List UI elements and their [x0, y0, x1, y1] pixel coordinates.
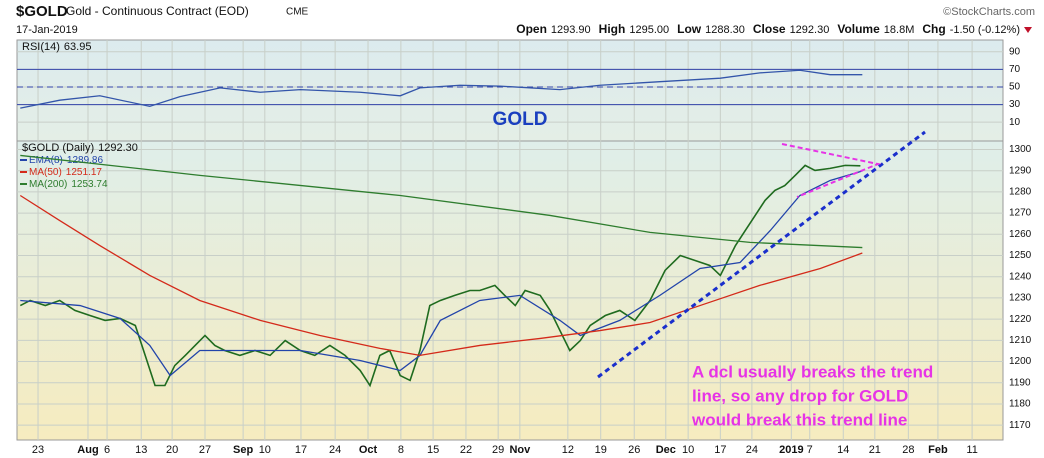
stat-value: 1288.30 [705, 24, 745, 36]
stat-label: High [599, 22, 626, 36]
y-tick-label: 1210 [1009, 335, 1032, 346]
y-tick-label: 10 [1009, 117, 1021, 128]
symbol: $GOLD [16, 3, 68, 20]
legend-entry: $GOLD (Daily) 1292.30 [22, 142, 138, 154]
x-tick-label: 8 [398, 444, 404, 456]
x-tick-label: 11 [966, 444, 977, 456]
y-tick-label: 70 [1009, 64, 1021, 75]
stat-value: 1293.90 [551, 24, 591, 36]
legend-name: MA(50) [29, 167, 62, 178]
x-tick-label: Nov [509, 444, 531, 456]
instrument-name: Gold - Continuous Contract (EOD) [66, 4, 249, 18]
annotation: would break this trend line [691, 410, 907, 429]
y-tick-label: 1220 [1009, 314, 1032, 325]
down-arrow [1024, 27, 1032, 33]
x-tick-label: 27 [199, 444, 211, 456]
x-tick-label: 17 [714, 444, 726, 456]
y-tick-label: 1190 [1009, 377, 1031, 388]
x-tick-label: 6 [104, 444, 110, 456]
y-tick-label: 1180 [1009, 399, 1031, 410]
legend-entry: MA(50) 1251.17 [29, 167, 102, 178]
annotation: GOLD [493, 109, 548, 130]
stat-value: 1292.30 [790, 24, 830, 36]
triangle-pattern [781, 143, 882, 198]
stat-label: Open [516, 22, 547, 36]
stat-value: -1.50 (-0.12%) [950, 24, 1020, 36]
series-line [19, 164, 861, 388]
annotation: A dcl usually breaks the trend [692, 362, 933, 381]
plot: 10 30 50 70 90 RSI(14) 63.95 GOLD 1170 1180 1190 12… [17, 40, 1032, 456]
annotation: line, so any drop for GOLD [692, 386, 908, 405]
x-tick-label: 15 [427, 444, 439, 456]
y-tick-label: 1300 [1009, 144, 1032, 155]
x-tick-label: 7 [807, 444, 813, 456]
x-tick-label: 10 [259, 444, 271, 456]
y-tick-label: 1200 [1009, 356, 1032, 367]
y-tick-label: 1260 [1009, 229, 1032, 240]
stat-value: 18.8M [884, 24, 915, 36]
y-tick-label: 30 [1009, 99, 1021, 110]
y-tick-label: 1270 [1009, 208, 1032, 219]
legend-value: 1251.17 [66, 167, 103, 178]
stat-label: Volume [837, 22, 880, 36]
x-tick-label: 24 [746, 444, 758, 456]
legend-value: 1292.30 [98, 142, 138, 154]
rsi-panel [16, 39, 1004, 142]
x-tick-label: 26 [628, 444, 640, 456]
x-tick-label: 22 [460, 444, 472, 456]
x-tick-label: 10 [682, 444, 694, 456]
y-tick-label: 50 [1009, 82, 1021, 93]
stats: Open 1293.90 High 1295.00 Low 1288.30 Close 129… [516, 22, 1020, 36]
price-panel [16, 140, 1004, 441]
y-tick-label: 90 [1009, 46, 1021, 57]
legend-name: RSI(14) [22, 41, 60, 53]
x-tick-label: 2019 [779, 444, 803, 456]
x-tick-label: 24 [329, 444, 341, 456]
series-line [20, 69, 863, 109]
series-line [19, 194, 863, 357]
x-tick-label: 12 [562, 444, 574, 456]
exchange: CME [286, 7, 309, 18]
y-tick-label: 1170 [1009, 420, 1031, 431]
stat-value: 1295.00 [629, 24, 669, 36]
series-line [20, 170, 863, 377]
legend-name: MA(200) [29, 179, 67, 190]
x-tick-label: 28 [902, 444, 914, 456]
x-tick-label: Sep [233, 444, 253, 456]
source: ©StockCharts.com [943, 6, 1035, 18]
x-tick-label: 29 [492, 444, 504, 456]
y-tick-label: 1250 [1009, 250, 1032, 261]
x-tick-label: 23 [32, 444, 44, 456]
stat-label: Close [753, 22, 786, 36]
x-tick-label: Feb [928, 444, 948, 456]
x-tick-label: 17 [295, 444, 307, 456]
legend-entry: RSI(14) 63.95 [22, 41, 91, 53]
legend-entry: EMA(8) 1289.86 [29, 155, 103, 166]
x-tick-label: 13 [135, 444, 147, 456]
legend-value: 1253.74 [71, 179, 108, 190]
legend-value: 63.95 [64, 41, 92, 53]
legend-entry: MA(200) 1253.74 [29, 179, 108, 190]
x-tick-label: Aug [77, 444, 98, 456]
x-tick-label: Dec [656, 444, 676, 456]
x-tick-label: 21 [869, 444, 881, 456]
stat-label: Chg [922, 22, 945, 36]
y-tick-label: 1280 [1009, 187, 1032, 198]
x-tick-label: 20 [166, 444, 178, 456]
stat-label: Low [677, 22, 702, 36]
legend-name: EMA(8) [29, 155, 63, 166]
y-tick-label: 1290 [1009, 165, 1032, 176]
legend-value: 1289.86 [67, 155, 104, 166]
x-tick-label: 19 [595, 444, 607, 456]
legend-name: $GOLD (Daily) [22, 142, 94, 154]
y-tick-label: 1240 [1009, 271, 1032, 282]
x-tick-label: Oct [359, 444, 378, 456]
x-tick-label: 14 [837, 444, 849, 456]
y-tick-label: 1230 [1009, 293, 1032, 304]
date: 17-Jan-2019 [16, 24, 78, 36]
series-line [20, 154, 863, 249]
